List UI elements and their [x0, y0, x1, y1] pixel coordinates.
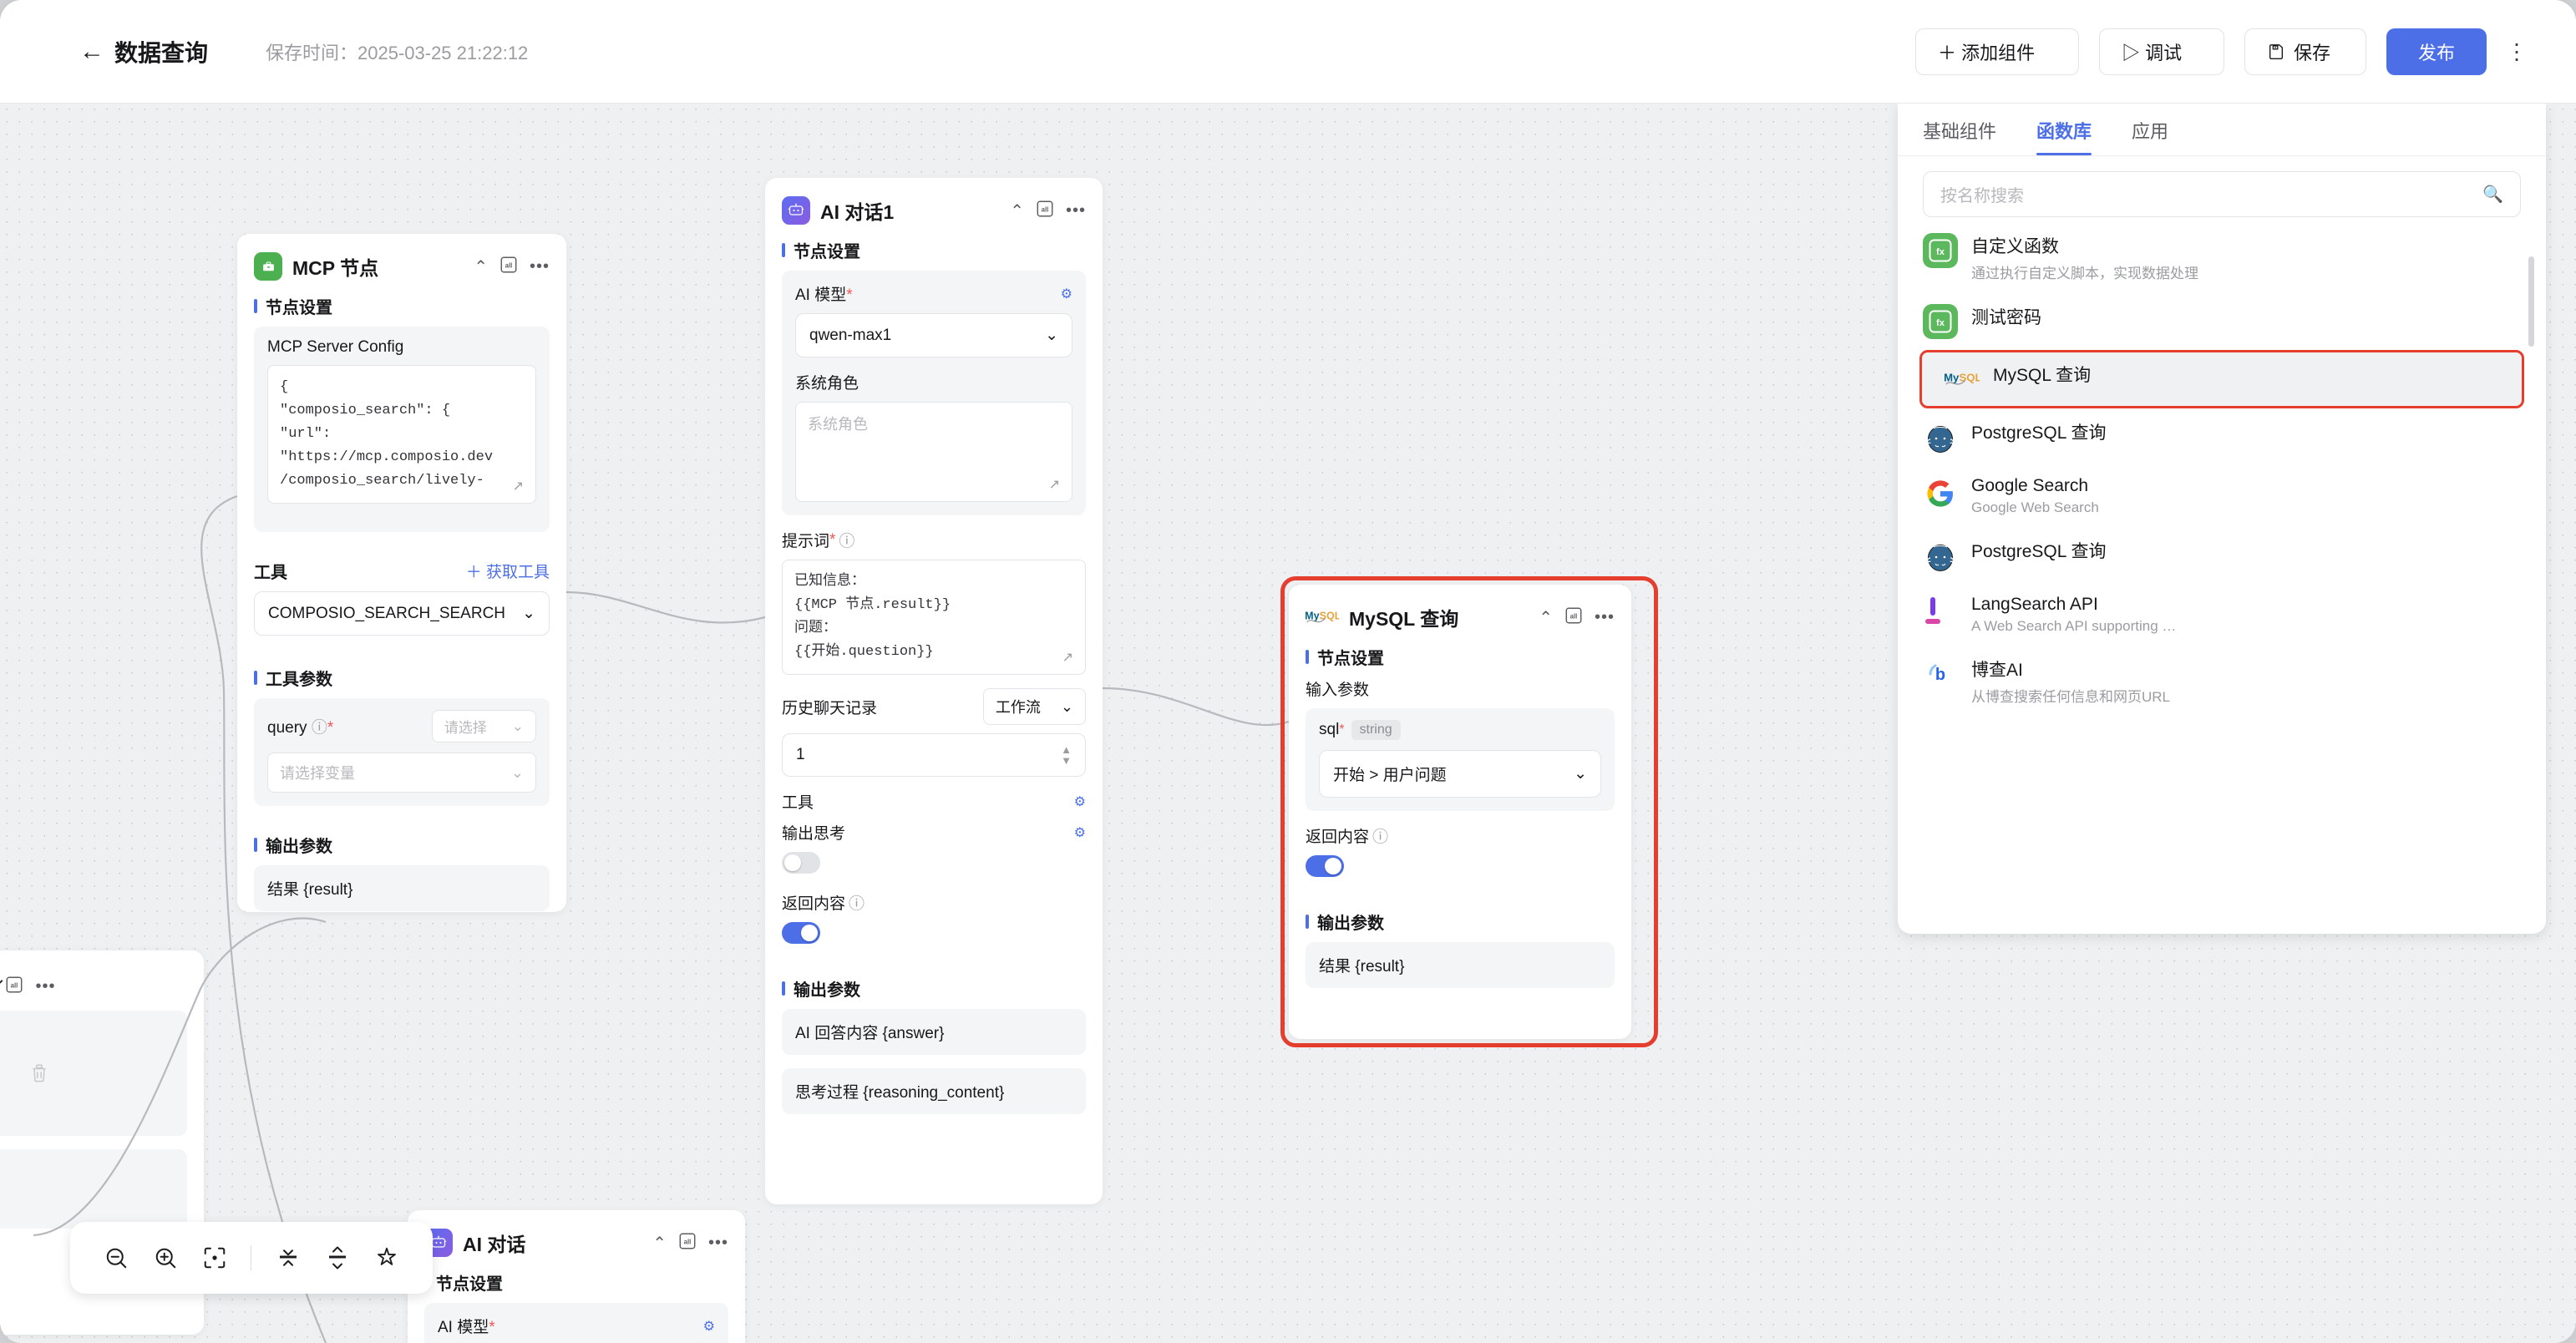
svg-text:SQL: SQL	[1960, 372, 1980, 384]
svg-text:all: all	[684, 1238, 692, 1245]
svg-text:SQL: SQL	[1320, 611, 1339, 622]
svg-text:all: all	[1042, 205, 1049, 213]
svg-text:fx: fx	[1936, 247, 1945, 257]
svg-text:all: all	[505, 261, 513, 269]
svg-text:all: all	[11, 981, 18, 989]
svg-text:all: all	[1570, 612, 1578, 620]
svg-text:My: My	[1306, 611, 1320, 622]
svg-text:b: b	[1935, 666, 1945, 684]
svg-text:My: My	[1945, 372, 1960, 384]
svg-text:fx: fx	[1936, 318, 1945, 328]
